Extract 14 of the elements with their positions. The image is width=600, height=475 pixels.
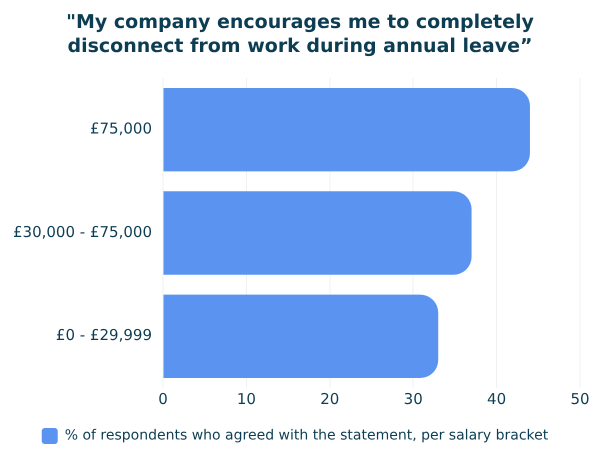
- y-tick-label: £30,000 - £75,000: [12, 222, 152, 241]
- x-tick-label: 0: [158, 390, 168, 408]
- x-tick-label: 50: [570, 390, 590, 408]
- chart-title: "My company encourages me to completely disconnect from work during annual leave”: [65, 10, 535, 58]
- bar: [164, 294, 438, 378]
- y-tick-label: £0 - £29,999: [56, 326, 152, 344]
- bar: [164, 88, 530, 172]
- x-tick-label: 40: [487, 390, 506, 408]
- legend-label: % of respondents who agreed with the statement, per salary bracket: [64, 428, 549, 444]
- x-tick-label: 10: [236, 390, 256, 408]
- x-tick-label: 30: [404, 390, 423, 408]
- bar: [164, 191, 472, 275]
- x-tick-label: 20: [320, 390, 340, 408]
- y-tick-label: £75,000: [90, 120, 152, 138]
